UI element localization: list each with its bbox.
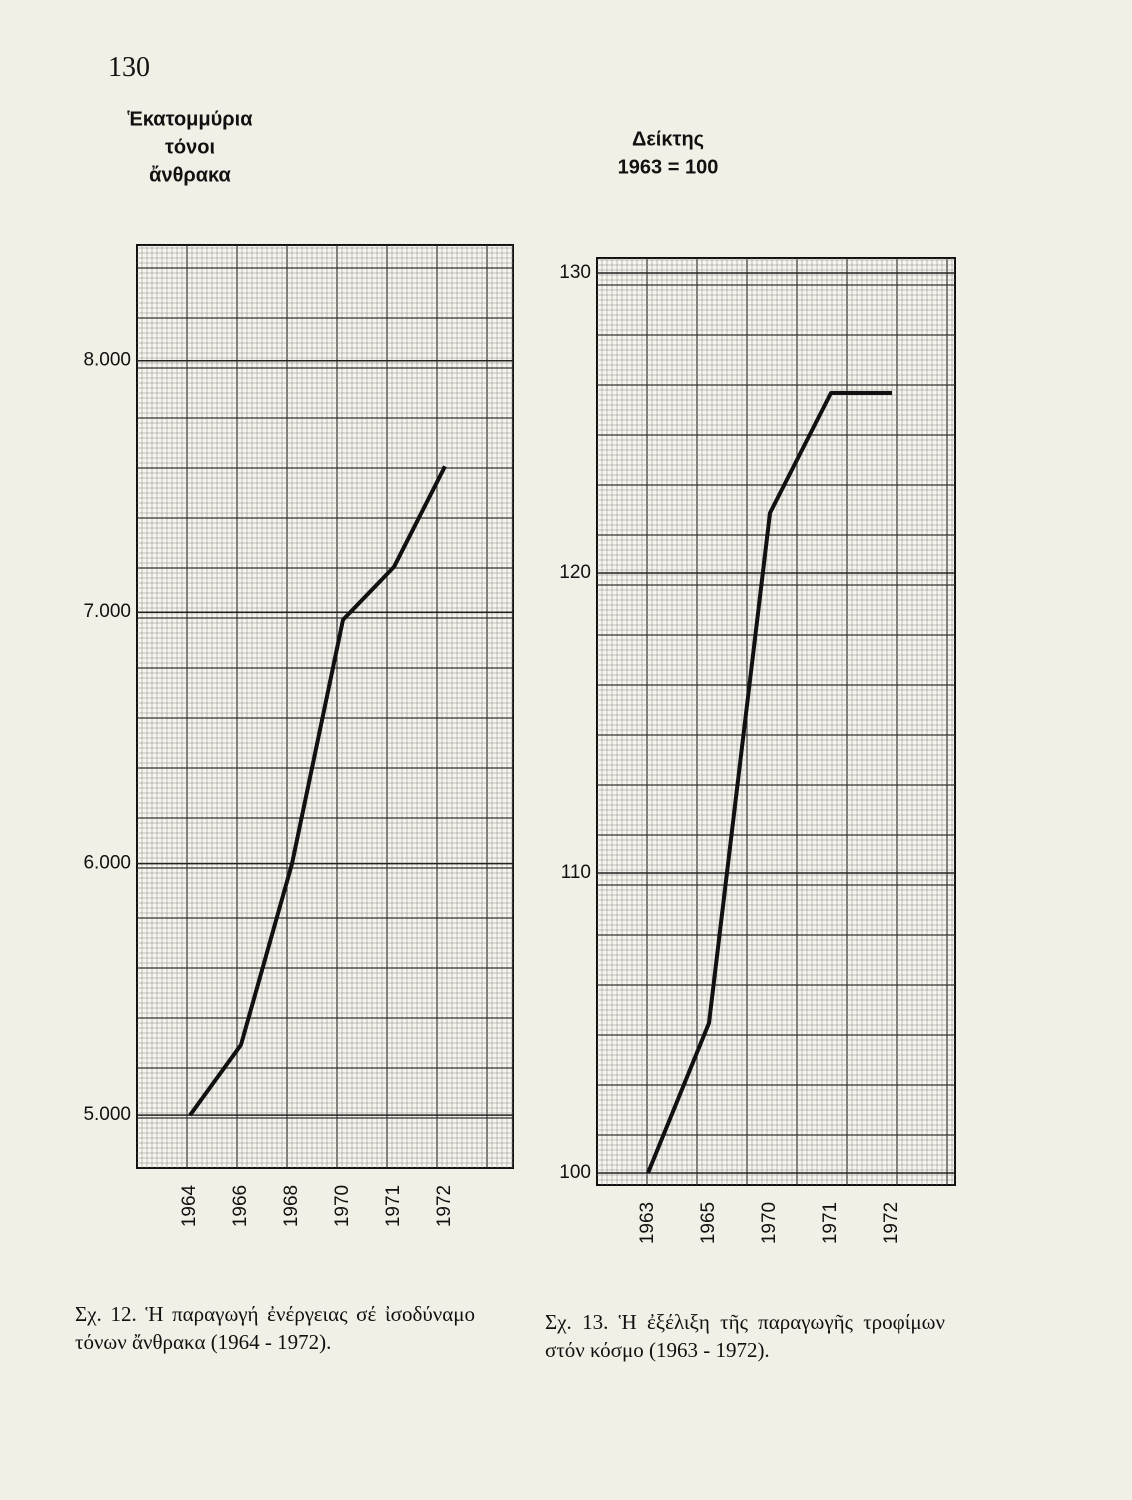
y-tick-label: 8.000 (83, 350, 131, 371)
caption: Σχ. 12. Ἡ παραγωγή ἐνέργειας σέ ἰσοδύναμ… (75, 1302, 475, 1354)
y-tick-label: 6.000 (83, 853, 131, 874)
y-tick-label: 110 (561, 862, 591, 883)
data-line (188, 465, 447, 1117)
x-tick-label: 1970 (332, 1185, 353, 1227)
x-tick-label: 1971 (820, 1202, 841, 1244)
y-axis-label: Δείκτης (632, 128, 704, 150)
y-axis-label: Ἑκατομμύρια (127, 108, 254, 130)
x-tick-label: 1965 (698, 1202, 719, 1244)
x-tick-label: 1972 (881, 1202, 902, 1244)
plot-area (596, 257, 956, 1186)
y-axis-label: τόνοι (165, 136, 215, 158)
y-tick-label: 5.000 (83, 1104, 131, 1125)
y-tick-label: 100 (559, 1162, 591, 1183)
y-tick-label: 130 (559, 262, 591, 283)
x-tick-label: 1964 (179, 1184, 200, 1227)
x-tick-label: 1972 (434, 1185, 455, 1227)
data-line (646, 391, 892, 1174)
x-tick-label: 1968 (281, 1185, 302, 1227)
y-axis-label: ἄνθρακα (149, 164, 231, 186)
y-tick-label: 7.000 (83, 601, 131, 622)
caption: Σχ. 13. Ἡ ἐξέλιξη τῆς παραγωγῆς τροφίμων… (545, 1310, 945, 1362)
y-tick-label: 120 (559, 562, 591, 583)
y-axis-label: 1963 = 100 (618, 156, 719, 178)
x-tick-label: 1970 (759, 1202, 780, 1244)
x-tick-label: 1966 (230, 1185, 251, 1227)
x-tick-label: 1971 (383, 1185, 404, 1227)
x-tick-label: 1963 (637, 1202, 658, 1244)
page-number: 130 (108, 52, 150, 83)
